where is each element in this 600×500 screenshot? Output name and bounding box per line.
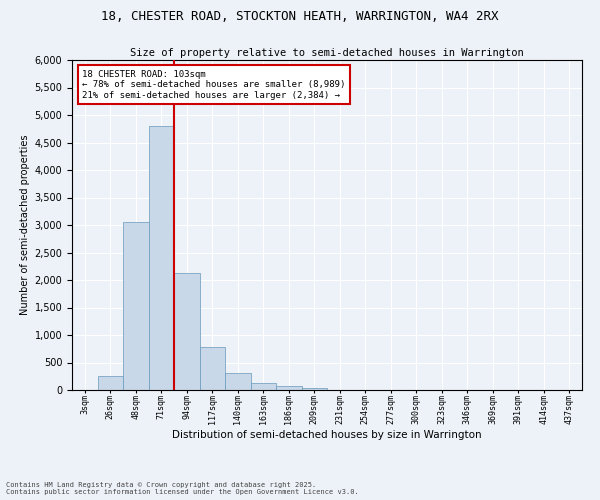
Bar	[97, 376, 123, 390]
Bar	[199, 347, 225, 390]
Bar	[302, 388, 327, 390]
Bar	[276, 386, 302, 390]
Title: Size of property relative to semi-detached houses in Warrington: Size of property relative to semi-detach…	[130, 48, 524, 58]
Bar	[174, 273, 199, 390]
Bar	[251, 382, 276, 390]
Text: 18, CHESTER ROAD, STOCKTON HEATH, WARRINGTON, WA4 2RX: 18, CHESTER ROAD, STOCKTON HEATH, WARRIN…	[101, 10, 499, 23]
Text: Contains HM Land Registry data © Crown copyright and database right 2025.: Contains HM Land Registry data © Crown c…	[6, 482, 316, 488]
X-axis label: Distribution of semi-detached houses by size in Warrington: Distribution of semi-detached houses by …	[172, 430, 482, 440]
Text: Contains public sector information licensed under the Open Government Licence v3: Contains public sector information licen…	[6, 489, 359, 495]
Text: 18 CHESTER ROAD: 103sqm
← 78% of semi-detached houses are smaller (8,989)
21% of: 18 CHESTER ROAD: 103sqm ← 78% of semi-de…	[82, 70, 346, 100]
Bar	[123, 222, 149, 390]
Bar	[225, 373, 251, 390]
Y-axis label: Number of semi-detached properties: Number of semi-detached properties	[20, 134, 30, 316]
Bar	[149, 126, 174, 390]
